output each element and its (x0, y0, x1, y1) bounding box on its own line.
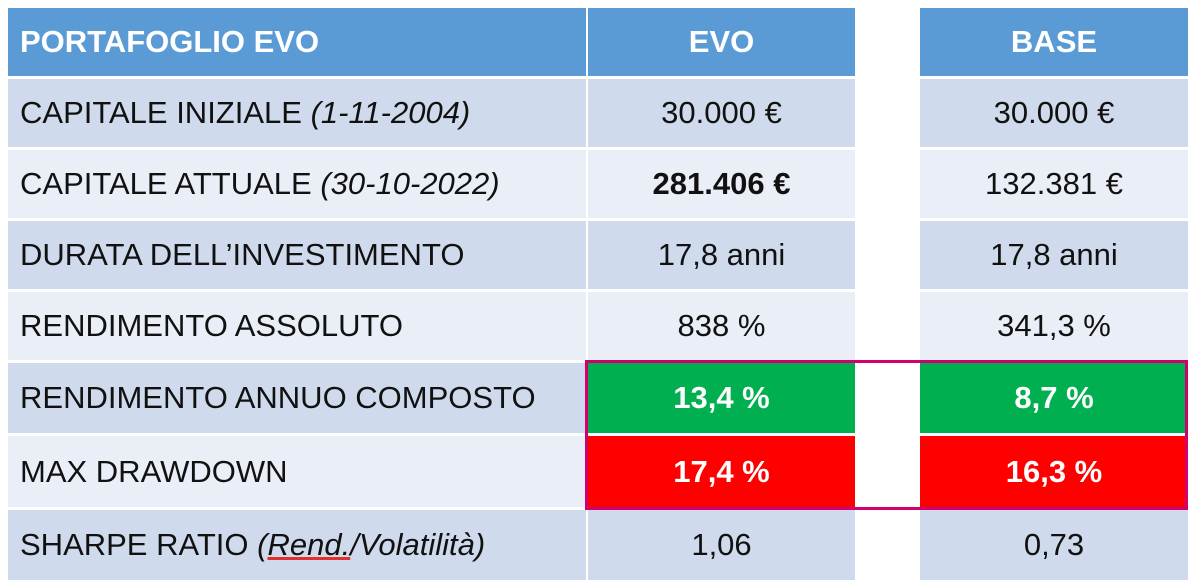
row-label-note-underlined: Rend. (267, 527, 351, 562)
row-label-durata: DURATA DELL’INVESTIMENTO (8, 221, 586, 289)
cell-value: 341,3 % (997, 308, 1111, 343)
cell-value: 16,3 % (1005, 453, 1103, 489)
cell-base-sharpe-ratio: 0,73 (920, 510, 1188, 580)
cell-base-rendimento-annuo: 8,7 % (920, 363, 1188, 433)
row-label-note-rest: /Volatilità) (350, 527, 486, 562)
cell-base-max-drawdown: 16,3 % (920, 436, 1188, 507)
row-label-capitale-attuale: CAPITALE ATTUALE (30-10-2022) (8, 150, 586, 218)
cell-base-rendimento-assoluto: 341,3 % (920, 292, 1188, 360)
table-header-evo: EVO (588, 8, 855, 76)
cell-value: 17,4 % (673, 453, 770, 489)
row-label-text: DURATA DELL’INVESTIMENTO (20, 237, 465, 272)
cell-value: 281.406 € (652, 166, 791, 201)
row-label-note: (1-11-2004) (310, 95, 471, 130)
cell-evo-capitale-attuale: 281.406 € (588, 150, 855, 218)
row-label-text: CAPITALE INIZIALE (20, 95, 311, 130)
table-header-base: BASE (920, 8, 1188, 76)
row-label-text: CAPITALE ATTUALE (20, 166, 321, 201)
row-label-note-open: ( (257, 527, 268, 562)
cell-evo-rendimento-annuo: 13,4 % (588, 363, 855, 433)
cell-value: 13,4 % (673, 380, 770, 415)
cell-value: 8,7 % (1014, 380, 1094, 415)
row-label-text: RENDIMENTO ASSOLUTO (20, 308, 403, 343)
cell-evo-sharpe-ratio: 1,06 (588, 510, 855, 580)
row-label-text: SHARPE RATIO (20, 527, 258, 562)
row-label-note: (30-10-2022) (320, 166, 500, 201)
cell-evo-capitale-iniziale: 30.000 € (588, 79, 855, 147)
cell-value: 838 % (677, 308, 766, 343)
cell-base-capitale-attuale: 132.381 € (920, 150, 1188, 218)
table-header-title: PORTAFOGLIO EVO (8, 8, 586, 76)
row-label-max-drawdown: MAX DRAWDOWN (8, 436, 586, 507)
cell-value: 30.000 € (661, 95, 782, 130)
cell-value: 0,73 (1023, 527, 1085, 562)
cell-base-durata: 17,8 anni (920, 221, 1188, 289)
cell-value: 17,8 anni (990, 237, 1118, 272)
row-label-text: MAX DRAWDOWN (20, 453, 288, 489)
cell-value: 17,8 anni (657, 237, 786, 272)
cell-evo-rendimento-assoluto: 838 % (588, 292, 855, 360)
row-label-capitale-iniziale: CAPITALE INIZIALE (1-11-2004) (8, 79, 586, 147)
row-label-text: RENDIMENTO ANNUO COMPOSTO (20, 380, 536, 415)
cell-evo-max-drawdown: 17,4 % (588, 436, 855, 507)
cell-evo-durata: 17,8 anni (588, 221, 855, 289)
cell-base-capitale-iniziale: 30.000 € (920, 79, 1188, 147)
header-base-text: BASE (1010, 24, 1098, 59)
cell-value: 132.381 € (985, 166, 1123, 201)
header-title-text: PORTAFOGLIO EVO (20, 24, 320, 59)
row-label-rendimento-annuo: RENDIMENTO ANNUO COMPOSTO (8, 363, 586, 433)
cell-value: 1,06 (691, 527, 752, 562)
row-label-rendimento-assoluto: RENDIMENTO ASSOLUTO (8, 292, 586, 360)
cell-value: 30.000 € (993, 95, 1115, 130)
header-evo-text: EVO (688, 24, 755, 59)
row-label-sharpe-ratio: SHARPE RATIO (Rend./Volatilità) (8, 510, 586, 580)
